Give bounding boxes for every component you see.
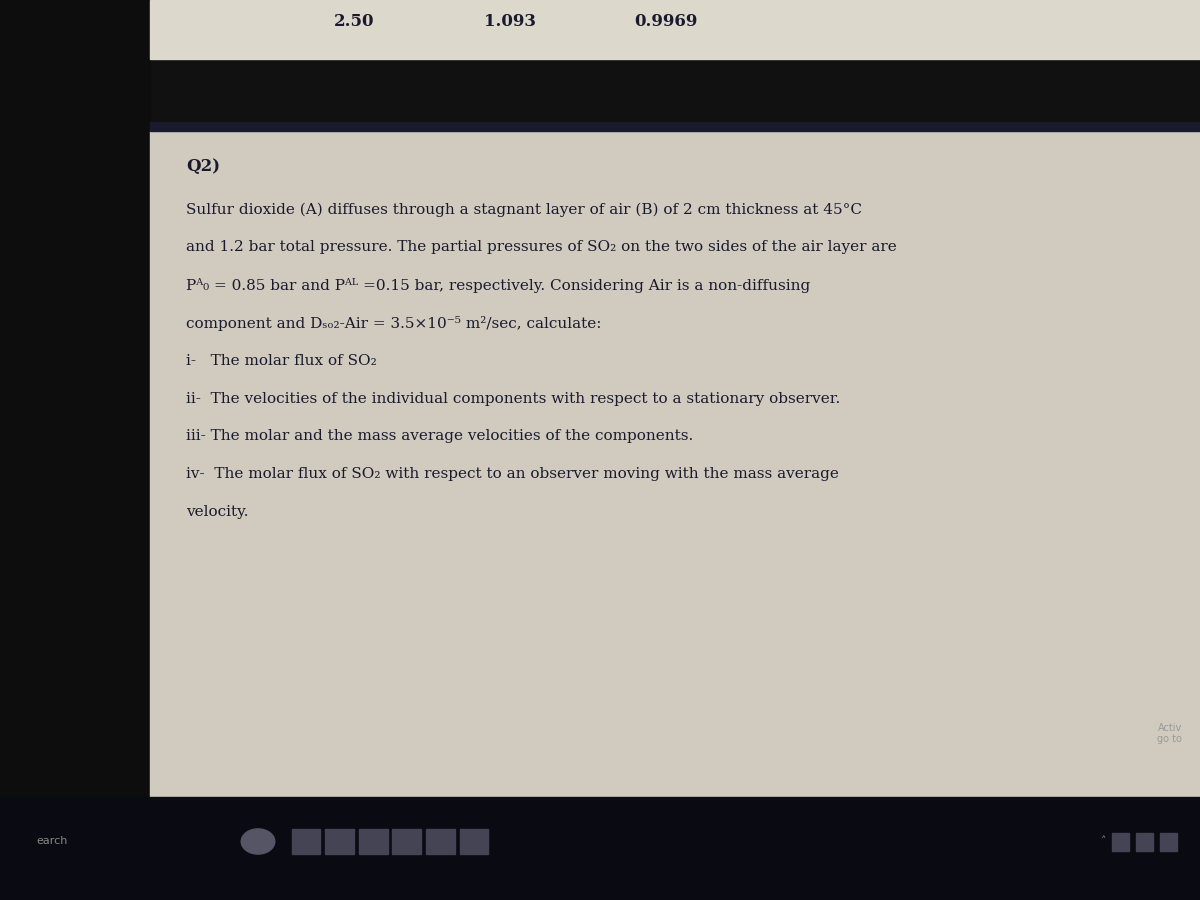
Text: ˄: ˄ (1102, 836, 1106, 847)
Text: 1.093: 1.093 (484, 14, 536, 31)
Text: earch: earch (36, 836, 67, 847)
Text: 2.50: 2.50 (334, 14, 374, 31)
Text: and 1.2 bar total pressure. The partial pressures of SO₂ on the two sides of the: and 1.2 bar total pressure. The partial … (186, 240, 896, 255)
Text: Sulfur dioxide (A) diffuses through a stagnant layer of air (B) of 2 cm thicknes: Sulfur dioxide (A) diffuses through a st… (186, 202, 862, 217)
Text: iii- The molar and the mass average velocities of the components.: iii- The molar and the mass average velo… (186, 429, 694, 444)
Bar (292, 829, 320, 854)
Bar (392, 829, 421, 854)
Bar (460, 829, 488, 854)
Bar (150, 0, 1200, 58)
Circle shape (241, 829, 275, 854)
Text: Activ
go to: Activ go to (1157, 723, 1182, 744)
Bar (0, 0, 150, 900)
Text: i-   The molar flux of SO₂: i- The molar flux of SO₂ (186, 354, 377, 368)
Text: 0.9969: 0.9969 (635, 14, 697, 31)
Bar (426, 829, 455, 854)
Bar (0, 796, 1200, 900)
Text: iv-  The molar flux of SO₂ with respect to an observer moving with the mass aver: iv- The molar flux of SO₂ with respect t… (186, 467, 839, 482)
Bar (325, 829, 354, 854)
Bar (150, 130, 1200, 796)
Bar (1112, 832, 1129, 850)
Bar (359, 829, 388, 854)
Text: component and Dₛₒ₂-Air = 3.5×10⁻⁵ m²/sec, calculate:: component and Dₛₒ₂-Air = 3.5×10⁻⁵ m²/sec… (186, 316, 601, 331)
Bar (1160, 832, 1177, 850)
Text: velocity.: velocity. (186, 505, 248, 519)
Text: Pᴬ₀ = 0.85 bar and Pᴬᴸ =0.15 bar, respectively. Considering Air is a non-diffusi: Pᴬ₀ = 0.85 bar and Pᴬᴸ =0.15 bar, respec… (186, 278, 810, 293)
Text: Q2): Q2) (186, 158, 220, 175)
Bar (150, 122, 1200, 130)
Bar (1136, 832, 1153, 850)
Text: ii-  The velocities of the individual components with respect to a stationary ob: ii- The velocities of the individual com… (186, 392, 840, 406)
